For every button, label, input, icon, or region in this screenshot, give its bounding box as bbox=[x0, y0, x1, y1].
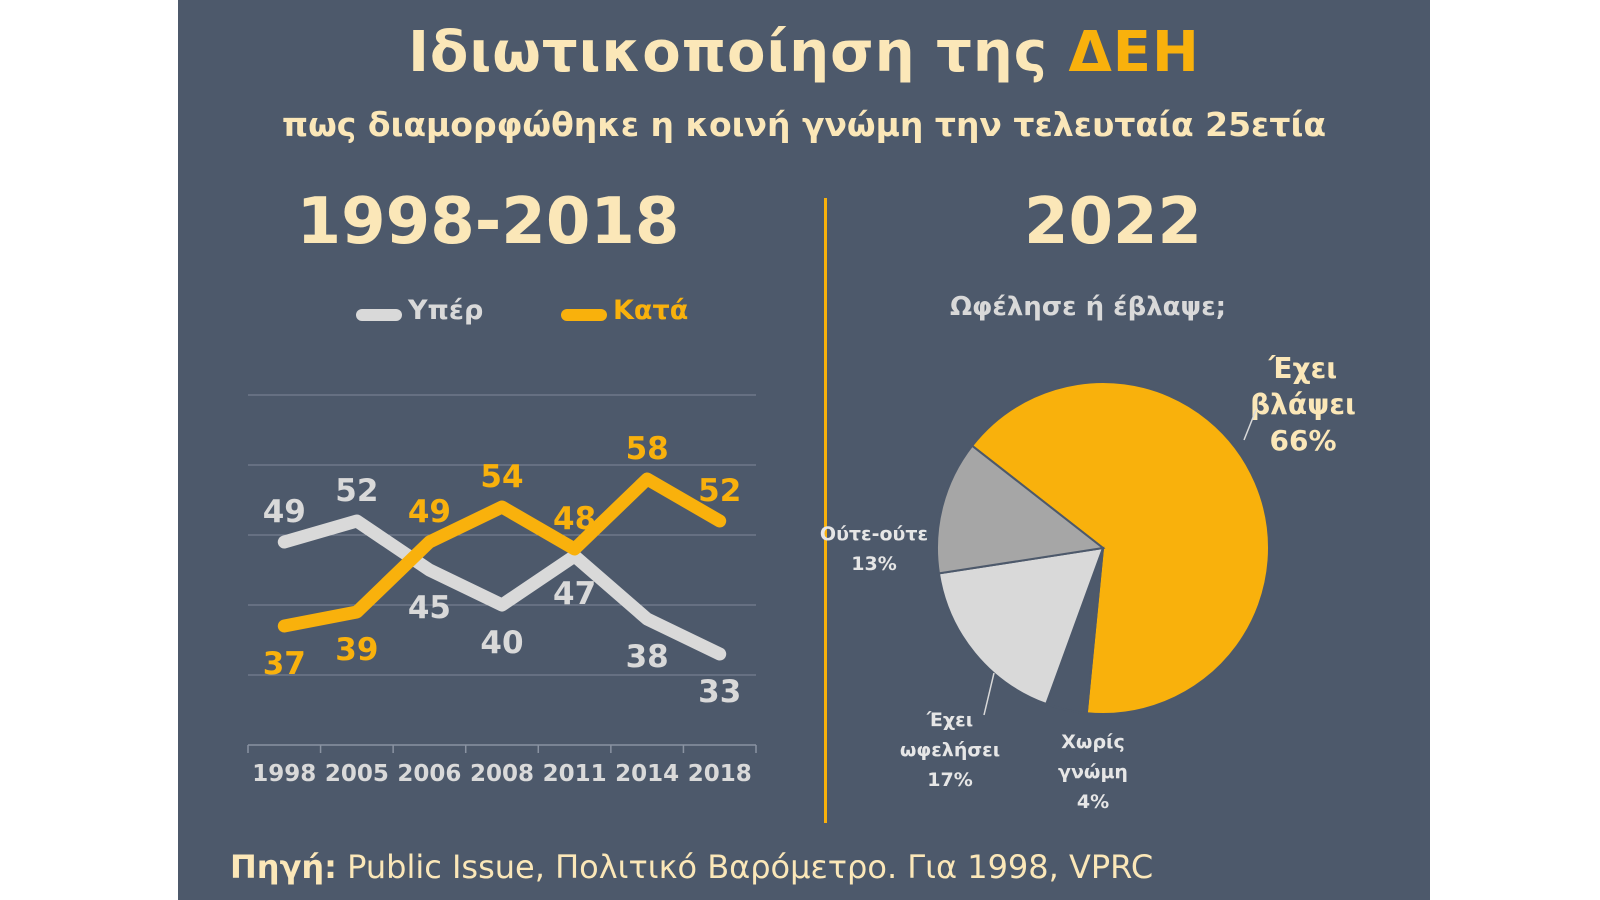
pie-label-line: Ούτε-ούτε bbox=[820, 523, 928, 545]
data-label: 40 bbox=[480, 625, 523, 661]
data-label: 33 bbox=[698, 674, 741, 710]
legend-swatch-kata bbox=[561, 309, 607, 321]
pie-label-line: 66% bbox=[1269, 424, 1336, 457]
pie-label-line: ωφελήσει bbox=[900, 739, 1000, 761]
x-tick-label: 2006 bbox=[397, 761, 461, 787]
data-label: 58 bbox=[626, 431, 669, 467]
pie-label-0: Έχει βλάψει 66% bbox=[1250, 352, 1356, 457]
data-label: 47 bbox=[553, 576, 596, 612]
pie-label-2: Έχει ωφελήσει 17% bbox=[900, 709, 1000, 791]
title-accent: ΔΕΗ bbox=[1068, 20, 1200, 85]
data-label: 48 bbox=[553, 501, 596, 537]
section-divider bbox=[824, 198, 827, 823]
pie-slice-3 bbox=[936, 444, 1106, 575]
pie-leader-line bbox=[1243, 409, 1257, 441]
data-label: 45 bbox=[408, 590, 451, 626]
data-label: 49 bbox=[263, 494, 306, 530]
x-tick-label: 2008 bbox=[470, 761, 534, 787]
pie-label-line: βλάψει bbox=[1250, 388, 1356, 421]
x-tick-label: 1998 bbox=[252, 761, 316, 787]
right-period-heading: 2022 bbox=[1023, 185, 1203, 259]
pie-label-line: Χωρίς bbox=[1061, 731, 1124, 753]
pie-chart: Έχει βλάψει 66%Χωρίς γνώμη 4%Έχει ωφελήσει 17%… bbox=[820, 352, 1356, 813]
data-label: 49 bbox=[408, 494, 451, 530]
series-line-1 bbox=[277, 472, 727, 633]
title-main: Ιδιωτικοποίηση της bbox=[408, 20, 1048, 85]
data-label: 37 bbox=[263, 646, 306, 682]
data-label: 39 bbox=[335, 632, 378, 668]
data-label: 52 bbox=[698, 473, 741, 509]
pie-slice-0 bbox=[970, 381, 1270, 715]
pie-label-line: γνώμη bbox=[1058, 761, 1128, 783]
infographic-panel: Ιδιωτικοποίηση της ΔΕΗ πως διαμορφώθηκε … bbox=[178, 0, 1430, 900]
source-note: Πηγή: Public Issue, Πολιτικό Βαρόμετρο. … bbox=[230, 848, 1153, 886]
pie-label-3: Ούτε-ούτε 13% bbox=[820, 523, 928, 575]
page-title: Ιδιωτικοποίηση της ΔΕΗ bbox=[178, 20, 1430, 85]
pie-label-line: Έχει bbox=[1268, 352, 1337, 385]
source-key: Πηγή: bbox=[230, 848, 337, 886]
line-chart: 1998 2005 2006 2008 2011 2014 2018 49 52 45 40 47 38… bbox=[247, 394, 757, 787]
data-label: 38 bbox=[626, 639, 669, 675]
pie-label-line: Έχει bbox=[926, 709, 973, 731]
pie-slice-2 bbox=[937, 546, 1105, 706]
left-period-heading: 1998-2018 bbox=[296, 185, 680, 259]
pie-label-line: 4% bbox=[1077, 791, 1109, 813]
x-tick-label: 2011 bbox=[543, 761, 607, 787]
pie-chart-title: Ωφέλησε ή έβλαψε; bbox=[949, 292, 1227, 322]
data-label: 52 bbox=[335, 473, 378, 509]
pie-label-line: 17% bbox=[927, 769, 972, 791]
x-tick-label: 2018 bbox=[688, 761, 752, 787]
legend-label-yper: Υπέρ bbox=[408, 295, 484, 326]
legend-label-kata: Κατά bbox=[613, 295, 689, 326]
x-tick-label: 2014 bbox=[615, 761, 679, 787]
pie-leader-line bbox=[983, 672, 995, 716]
data-label: 54 bbox=[480, 459, 523, 495]
x-tick-label: 2005 bbox=[325, 761, 389, 787]
legend-swatch-yper bbox=[356, 309, 402, 321]
pie-label-line: 13% bbox=[851, 553, 896, 575]
source-text: Public Issue, Πολιτικό Βαρόμετρο. Για 19… bbox=[347, 848, 1154, 886]
page-subtitle: πως διαμορφώθηκε η κοινή γνώμη την τελευ… bbox=[281, 105, 1326, 144]
series-line-0 bbox=[277, 514, 727, 661]
pie-label-1: Χωρίς γνώμη 4% bbox=[1058, 731, 1128, 813]
